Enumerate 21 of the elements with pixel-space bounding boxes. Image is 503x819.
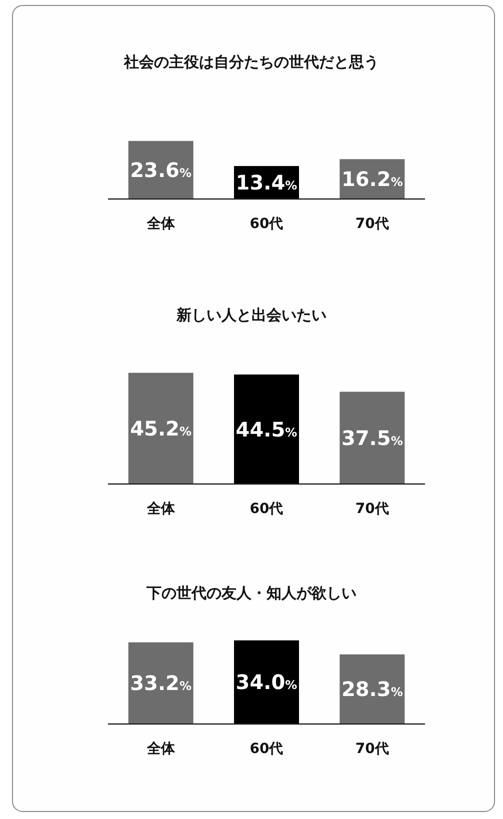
- data-label: 45.2%: [130, 416, 192, 440]
- data-label: 37.5%: [341, 426, 403, 450]
- data-label: 23.6%: [130, 158, 192, 182]
- x-tick-label: 70代: [355, 741, 389, 757]
- chart-title: 新しい人と出会いたい: [176, 306, 326, 324]
- data-label: 28.3%: [341, 677, 403, 702]
- data-label: 44.5%: [236, 417, 298, 442]
- x-tick-label: 70代: [355, 216, 389, 232]
- x-tick-label: 60代: [250, 216, 284, 232]
- x-tick-label: 70代: [355, 501, 389, 517]
- data-label: 33.2%: [130, 671, 192, 696]
- x-tick-label: 60代: [250, 501, 284, 517]
- chart-title: 下の世代の友人・知人が欲しい: [146, 584, 356, 602]
- data-label: 34.0%: [236, 670, 298, 694]
- x-tick-label: 全体: [146, 216, 176, 232]
- data-label: 16.2%: [341, 167, 403, 192]
- x-tick-label: 全体: [146, 501, 176, 517]
- x-tick-label: 全体: [146, 741, 176, 757]
- chart-title: 社会の主役は自分たちの世代だと思う: [123, 53, 379, 71]
- data-label: 13.4%: [236, 170, 298, 195]
- x-tick-label: 60代: [250, 741, 284, 757]
